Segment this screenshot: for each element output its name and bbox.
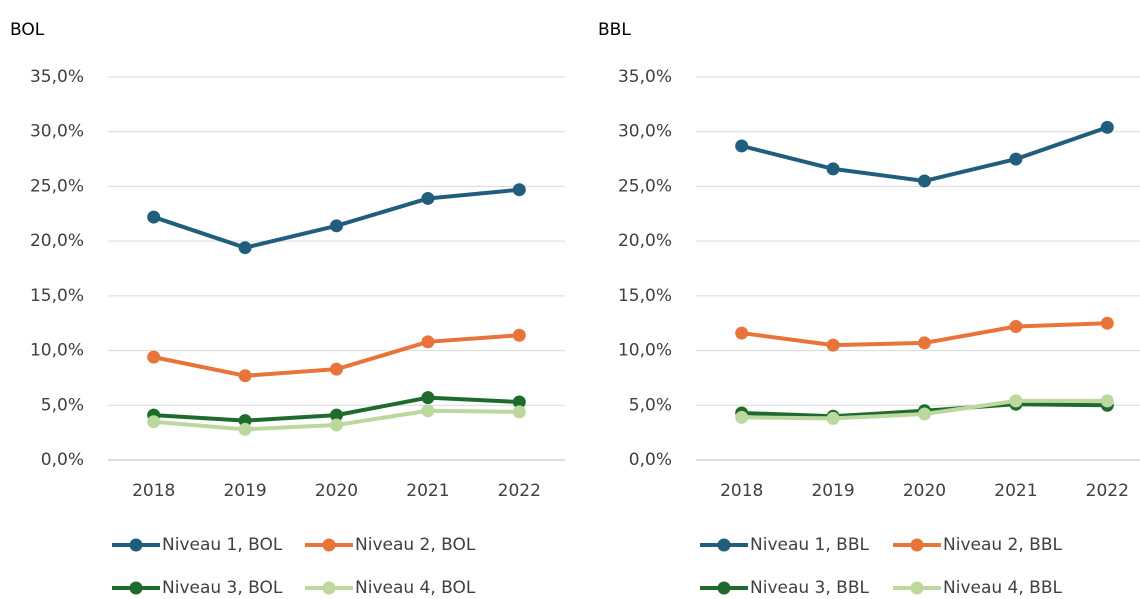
legend-marker xyxy=(717,538,731,552)
legend-marker xyxy=(129,538,143,552)
series-line xyxy=(741,125,1108,183)
legend-marker xyxy=(717,581,731,595)
x-tick-label: 2021 xyxy=(994,481,1037,501)
y-tick-label: 30,0% xyxy=(30,122,84,142)
y-tick-label: 35,0% xyxy=(30,67,84,87)
x-tick-label: 2020 xyxy=(315,481,358,501)
data-point xyxy=(421,191,435,205)
data-point xyxy=(918,407,931,421)
data-point xyxy=(330,362,343,376)
data-point xyxy=(512,395,526,409)
y-tick-label: 25,0% xyxy=(30,176,84,196)
data-point xyxy=(421,335,435,349)
data-point xyxy=(330,408,343,422)
data-point xyxy=(147,210,161,224)
data-point xyxy=(512,183,526,197)
y-tick-label: 5,0% xyxy=(629,395,672,415)
x-tick-label: 2022 xyxy=(1086,481,1129,501)
data-point xyxy=(826,338,840,352)
legend-label: Niveau 3, BOL xyxy=(162,578,283,598)
y-tick-label: 20,0% xyxy=(618,231,672,251)
legend-label: Niveau 1, BOL xyxy=(162,535,283,555)
y-tick-label: 25,0% xyxy=(618,176,672,196)
data-point xyxy=(147,415,161,429)
data-point xyxy=(147,350,161,364)
y-tick-label: 15,0% xyxy=(30,286,84,306)
y-tick-label: 5,0% xyxy=(41,395,84,415)
data-point xyxy=(826,162,840,176)
data-point xyxy=(1100,316,1114,330)
data-point xyxy=(238,369,252,383)
data-point xyxy=(330,418,343,432)
x-tick-label: 2019 xyxy=(223,481,266,501)
data-point xyxy=(512,405,526,419)
legend-label: Niveau 2, BBL xyxy=(943,535,1063,555)
legend-marker xyxy=(910,581,924,595)
x-tick-label: 2020 xyxy=(903,481,946,501)
data-point xyxy=(826,411,840,425)
x-tick-label: 2021 xyxy=(406,481,449,501)
y-tick-label: 10,0% xyxy=(30,341,84,361)
data-point xyxy=(238,422,252,436)
data-point xyxy=(330,219,343,233)
data-point xyxy=(421,391,435,405)
legend-label: Niveau 4, BBL xyxy=(943,578,1063,598)
data-point xyxy=(735,326,749,340)
legend-label: Niveau 1, BBL xyxy=(750,535,870,555)
data-point xyxy=(1100,120,1114,134)
data-point xyxy=(238,241,252,255)
x-tick-label: 2018 xyxy=(132,481,175,501)
data-point xyxy=(1009,319,1023,333)
y-tick-label: 0,0% xyxy=(629,450,672,470)
x-tick-label: 2018 xyxy=(720,481,763,501)
x-tick-label: 2019 xyxy=(811,481,854,501)
legend-marker xyxy=(322,581,336,595)
y-tick-label: 15,0% xyxy=(618,286,672,306)
legend-marker xyxy=(129,581,143,595)
legend-label: Niveau 2, BOL xyxy=(355,535,476,555)
y-tick-label: 30,0% xyxy=(618,122,672,142)
y-tick-label: 0,0% xyxy=(41,450,84,470)
data-point xyxy=(735,139,749,153)
legend-marker xyxy=(910,538,924,552)
legend-label: Niveau 3, BBL xyxy=(750,578,870,598)
series-line xyxy=(153,187,520,250)
chart-title: BOL xyxy=(10,20,45,40)
data-point xyxy=(735,410,749,424)
y-tick-label: 10,0% xyxy=(618,341,672,361)
y-tick-label: 20,0% xyxy=(30,231,84,251)
data-point xyxy=(421,404,435,418)
x-tick-label: 2022 xyxy=(498,481,541,501)
data-point xyxy=(918,174,931,188)
legend-marker xyxy=(322,538,336,552)
data-point xyxy=(1009,152,1023,166)
chart-title: BBL xyxy=(598,20,631,40)
y-tick-label: 35,0% xyxy=(618,67,672,87)
legend-label: Niveau 4, BOL xyxy=(355,578,476,598)
data-point xyxy=(512,328,526,342)
data-point xyxy=(918,336,931,350)
data-point xyxy=(1009,394,1023,408)
data-point xyxy=(1100,394,1114,408)
